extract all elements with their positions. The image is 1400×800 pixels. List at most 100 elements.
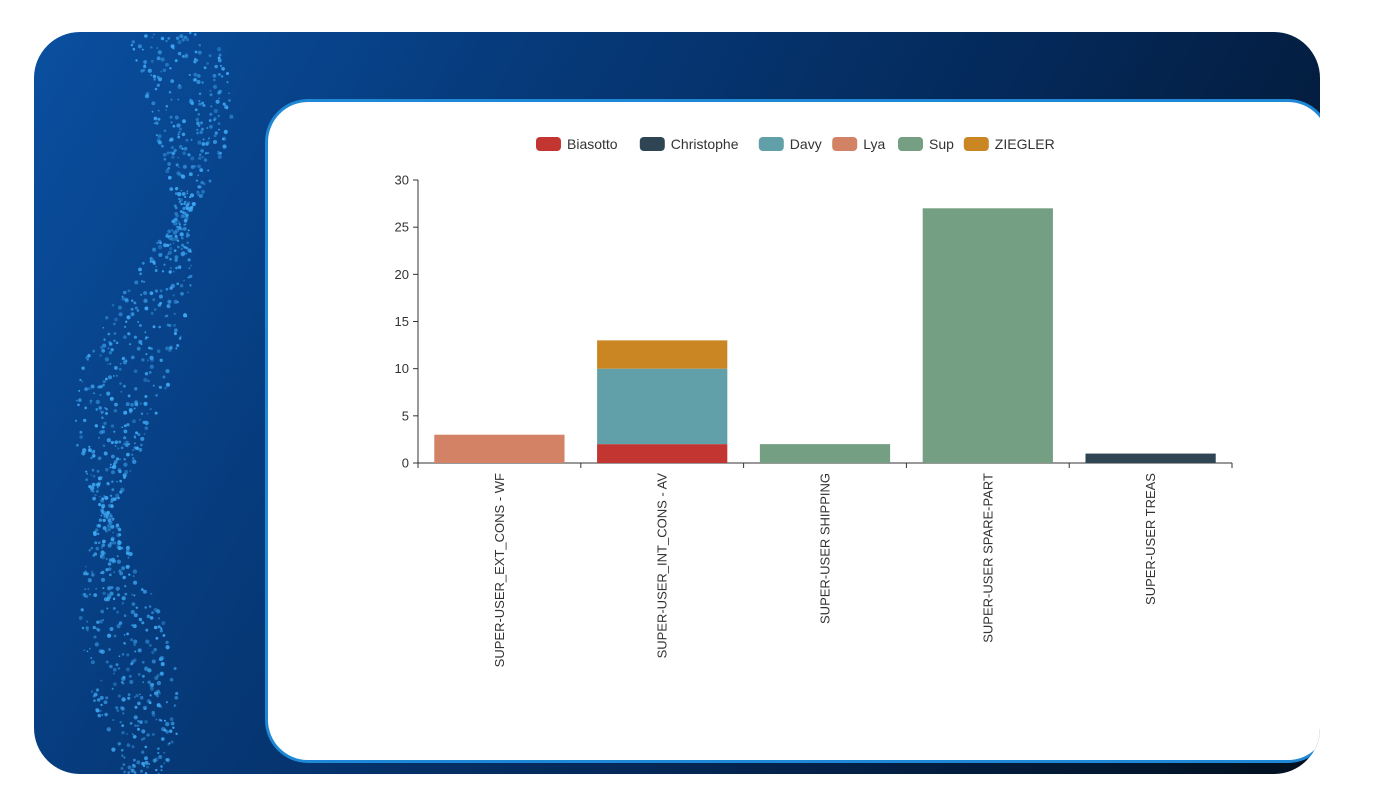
wave-dot xyxy=(90,474,92,476)
wave-dot xyxy=(104,496,108,500)
wave-dot xyxy=(226,72,229,75)
wave-dot xyxy=(197,74,201,78)
wave-dot xyxy=(137,720,140,723)
wave-dot xyxy=(150,408,152,410)
wave-dot xyxy=(107,528,111,532)
y-tick-label: 15 xyxy=(395,314,409,329)
wave-dot xyxy=(99,496,101,498)
wave-dot xyxy=(101,546,103,548)
wave-dot xyxy=(103,445,106,448)
wave-dot xyxy=(170,79,174,83)
wave-dot xyxy=(163,153,167,157)
wave-dot xyxy=(158,755,162,759)
wave-dot xyxy=(203,139,205,141)
wave-dot xyxy=(131,44,133,46)
wave-dot xyxy=(160,71,162,73)
wave-dot xyxy=(134,387,137,390)
wave-dot xyxy=(144,667,148,671)
wave-dot xyxy=(168,324,171,327)
legend-item-lya[interactable]: Lya xyxy=(832,136,885,152)
wave-dot xyxy=(105,468,109,472)
wave-dot xyxy=(116,375,118,377)
wave-dot xyxy=(183,203,185,205)
wave-dot xyxy=(127,743,131,747)
wave-dot xyxy=(154,648,157,651)
wave-dot xyxy=(107,512,109,514)
wave-dot xyxy=(94,552,97,555)
wave-dot xyxy=(111,348,114,351)
wave-dot xyxy=(97,533,99,535)
wave-dot xyxy=(214,109,218,113)
wave-dot xyxy=(86,621,88,623)
wave-dot xyxy=(123,757,125,759)
wave-dot xyxy=(179,34,183,38)
wave-dot xyxy=(174,212,178,216)
legend-label: Lya xyxy=(863,136,885,152)
wave-dot xyxy=(159,386,162,389)
wave-dot xyxy=(151,312,154,315)
wave-dot xyxy=(111,488,114,491)
wave-dot xyxy=(106,660,109,663)
wave-dot xyxy=(126,315,130,319)
wave-dot xyxy=(152,248,156,252)
wave-dot xyxy=(98,437,100,439)
wave-dot xyxy=(92,497,96,501)
wave-dot xyxy=(126,549,130,553)
wave-dot xyxy=(119,368,122,371)
wave-dot xyxy=(106,558,108,560)
stacked-bar-chart: Biasotto Christophe Davy Lya Sup ZIEGLER05101… xyxy=(268,102,1320,760)
wave-dot xyxy=(178,131,181,134)
wave-dot xyxy=(104,597,108,601)
legend-item-davy[interactable]: Davy xyxy=(759,136,822,152)
wave-dot xyxy=(76,400,78,402)
wave-dot xyxy=(179,84,181,86)
wave-dot xyxy=(206,127,208,129)
wave-dot xyxy=(141,621,144,624)
wave-dot xyxy=(167,304,171,308)
wave-dot xyxy=(175,59,178,62)
wave-dot xyxy=(217,91,220,94)
wave-dot xyxy=(153,75,156,78)
wave-dot xyxy=(143,737,146,740)
wave-dot xyxy=(95,408,98,411)
wave-dot xyxy=(152,659,156,663)
legend-item-christophe[interactable]: Christophe xyxy=(640,136,739,152)
wave-dot xyxy=(119,480,122,483)
wave-dot xyxy=(98,503,101,506)
wave-dot xyxy=(175,267,178,270)
wave-dot xyxy=(102,592,105,595)
wave-dot xyxy=(114,332,117,335)
legend-item-biasotto[interactable]: Biasotto xyxy=(536,136,618,152)
wave-dot xyxy=(156,134,158,136)
wave-dot xyxy=(157,681,161,685)
wave-dot xyxy=(103,526,107,530)
wave-dot xyxy=(79,431,82,434)
wave-dot xyxy=(165,346,169,350)
wave-dot xyxy=(96,524,99,527)
wave-dot xyxy=(117,555,119,557)
wave-dot xyxy=(123,360,127,364)
wave-dot xyxy=(132,602,136,606)
wave-dot xyxy=(88,485,91,488)
wave-dot xyxy=(99,430,103,434)
legend-item-sup[interactable]: Sup xyxy=(898,136,954,152)
wave-dot xyxy=(157,752,159,754)
wave-dot xyxy=(166,40,168,42)
wave-dot xyxy=(118,533,121,536)
wave-dot xyxy=(139,324,142,327)
wave-dot xyxy=(111,470,115,474)
wave-dot xyxy=(90,402,92,404)
wave-dot xyxy=(143,69,145,71)
wave-dot xyxy=(221,67,225,71)
wave-dot xyxy=(103,519,106,522)
wave-dot xyxy=(122,357,125,360)
legend-item-ziegler[interactable]: ZIEGLER xyxy=(964,136,1055,152)
wave-dot xyxy=(161,145,164,148)
wave-dot xyxy=(126,453,130,457)
wave-dot xyxy=(218,97,220,99)
wave-dot xyxy=(141,729,145,733)
wave-dot xyxy=(209,119,212,122)
wave-dot xyxy=(149,356,153,360)
legend-swatch xyxy=(964,137,989,151)
wave-dot xyxy=(164,158,167,161)
